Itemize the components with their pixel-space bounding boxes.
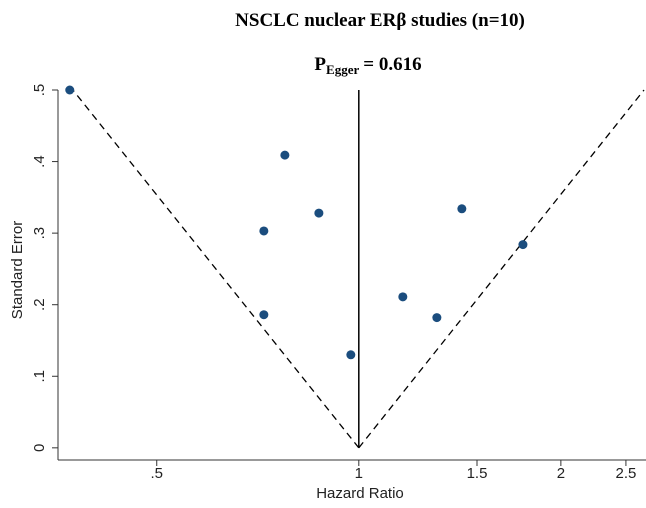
y-tick-label: 0 xyxy=(31,444,48,452)
x-axis-title: Hazard Ratio xyxy=(316,485,404,502)
point xyxy=(259,310,269,320)
point xyxy=(398,292,408,302)
point xyxy=(346,350,356,360)
y-axis-title: Standard Error xyxy=(9,221,26,319)
y-tick-label: .1 xyxy=(31,370,48,383)
x-tick-label: 2 xyxy=(557,465,565,482)
x-tick-label: .5 xyxy=(150,465,163,482)
x-tick-label: 2.5 xyxy=(615,465,636,482)
funnel-limit xyxy=(72,89,360,449)
y-tick-label: .3 xyxy=(31,227,48,240)
annotation-text: = 0.616 xyxy=(363,54,421,75)
annotation-symbol: P xyxy=(314,54,326,75)
x-tick-label: 1 xyxy=(355,465,363,482)
x-tick-label: 1.5 xyxy=(467,465,488,482)
point xyxy=(280,150,290,160)
point xyxy=(314,208,324,218)
point xyxy=(518,240,528,250)
y-tick-label: .4 xyxy=(31,155,48,168)
chart-title: NSCLC nuclear ERβ studies (n=10) xyxy=(235,10,525,31)
y-tick-label: .2 xyxy=(31,298,48,311)
point xyxy=(457,204,467,214)
point xyxy=(259,226,269,236)
point xyxy=(65,85,75,95)
point xyxy=(432,313,442,323)
egger-annotation: PEgger = 0.616 xyxy=(314,54,421,77)
funnel-limit xyxy=(358,89,645,449)
annotation-subscript: Egger xyxy=(326,62,359,77)
y-tick-label: .5 xyxy=(31,84,48,97)
